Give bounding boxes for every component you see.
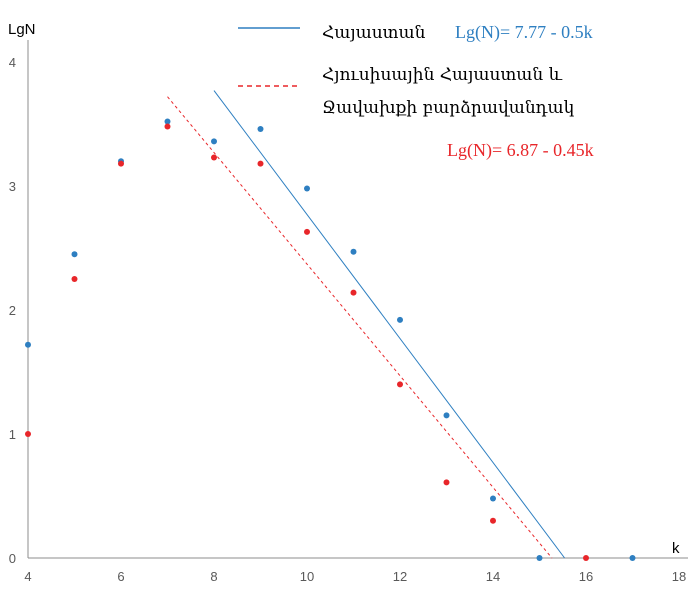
fit-line-series-2 [167, 96, 553, 559]
data-point-series-1 [304, 185, 310, 192]
data-point-series-2 [490, 517, 496, 524]
data-point-series-2 [71, 276, 78, 282]
data-point-series-1 [629, 555, 636, 561]
data-point-series-2 [118, 160, 124, 167]
x-tick-label: 4 [24, 569, 31, 584]
data-point-series-1 [490, 495, 496, 502]
y-tick-label: 2 [9, 303, 16, 318]
y-tick-label: 0 [9, 551, 16, 566]
x-tick-label: 6 [117, 569, 124, 584]
data-point-series-2 [304, 228, 310, 235]
data-point-series-1 [71, 251, 78, 258]
x-tick-label: 10 [300, 569, 314, 584]
x-tick-label: 16 [579, 569, 593, 584]
x-axis-title: k [672, 540, 680, 557]
y-axis-title: LgN [8, 21, 36, 38]
data-point-series-2 [211, 154, 217, 161]
x-tick-label: 8 [210, 569, 217, 584]
data-point-series-1 [211, 138, 217, 145]
data-points [25, 118, 636, 561]
data-point-series-2 [443, 479, 450, 486]
fit-equation-series-1: Lg(N)= 7.77 - 0.5k [455, 22, 593, 43]
data-point-series-2 [397, 381, 403, 388]
x-tick-label: 12 [393, 569, 407, 584]
fit-lines [167, 90, 566, 559]
legend-label-series-2-line-1: Հյուսիսային Հայաստան և [322, 65, 563, 85]
x-tick-label: 18 [672, 569, 686, 584]
data-point-series-1 [443, 412, 450, 419]
legend-label-series-2-line-2: Ջավախքի բարձրավանդակ [322, 98, 575, 118]
fit-line-series-1 [213, 90, 566, 559]
data-point-series-2 [257, 160, 264, 167]
legend: Հայաստան Lg(N)= 7.77 - 0.5k Հյուսիսային … [238, 22, 594, 161]
data-point-series-2 [25, 431, 31, 437]
data-point-series-2 [350, 289, 357, 296]
data-point-series-1 [25, 341, 31, 348]
fit-equation-series-2: Lg(N)= 6.87 - 0.45k [447, 140, 594, 161]
data-point-series-2 [583, 555, 589, 561]
data-point-series-1 [257, 125, 264, 132]
x-tick-label: 14 [486, 569, 500, 584]
axes [27, 40, 688, 559]
y-tick-label: 1 [9, 427, 16, 442]
data-point-series-1 [350, 248, 357, 255]
y-tick-label: 3 [9, 179, 16, 194]
y-tick-label: 4 [9, 55, 16, 70]
data-point-series-1 [397, 316, 403, 323]
legend-label-series-1: Հայաստան [322, 23, 426, 43]
data-point-series-1 [536, 555, 543, 561]
data-point-series-2 [164, 123, 171, 130]
data-point-series-1 [164, 118, 171, 125]
